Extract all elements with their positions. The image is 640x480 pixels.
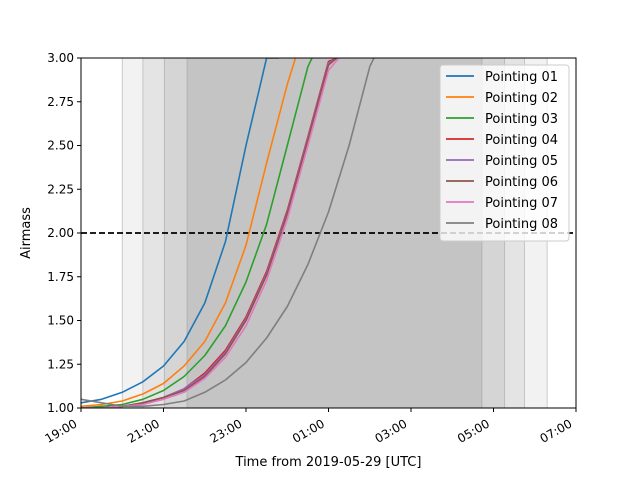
y-tick-label: 2.00 — [47, 226, 74, 240]
x-tick-label: 05:00 — [455, 416, 492, 445]
y-tick-label: 1.75 — [47, 270, 74, 284]
y-tick-label: 3.00 — [47, 51, 74, 65]
series-lines — [81, 58, 375, 408]
x-axis-label: Time from 2019-05-29 [UTC] — [235, 455, 422, 470]
y-tick-label: 1.25 — [47, 357, 74, 371]
legend-box — [439, 64, 570, 242]
legend-label: Pointing 02 — [485, 91, 558, 106]
x-tick-label: 21:00 — [125, 416, 162, 445]
legend-label: Pointing 03 — [485, 112, 558, 127]
legend-label: Pointing 01 — [485, 70, 558, 85]
y-tick-label: 2.50 — [47, 139, 74, 153]
legend-label: Pointing 05 — [485, 154, 558, 169]
y-tick-label: 2.75 — [47, 95, 74, 109]
y-axis-label: Airmass — [19, 207, 34, 259]
y-tick-label: 1.50 — [47, 314, 74, 328]
legend-label: Pointing 08 — [485, 217, 558, 232]
legend-label: Pointing 04 — [485, 133, 558, 148]
series-line-2 — [81, 58, 297, 408]
x-tick-label: 23:00 — [208, 416, 245, 445]
y-tick-label: 1.00 — [47, 401, 74, 415]
legend-label: Pointing 06 — [485, 175, 558, 190]
x-tick-label: 01:00 — [290, 416, 327, 445]
legend: Pointing 01 Pointing 02 Pointing 03 Pointin… — [439, 64, 570, 242]
x-tick-label: 07:00 — [538, 416, 575, 445]
series-line-1 — [81, 58, 279, 404]
y-tick-label: 2.25 — [47, 182, 74, 196]
series-line-3 — [81, 58, 313, 408]
legend-label: Pointing 07 — [485, 196, 558, 211]
y-axis-ticks: 1.00 1.25 1.50 1.75 2.00 2.25 2.50 2.75 3.00 — [47, 51, 81, 415]
x-tick-label: 19:00 — [43, 416, 80, 445]
x-tick-label: 03:00 — [373, 416, 410, 445]
x-axis-ticks: 19:00 21:00 23:00 01:00 03:00 05:00 07:00 — [43, 408, 577, 446]
series-line-8 — [81, 58, 375, 408]
